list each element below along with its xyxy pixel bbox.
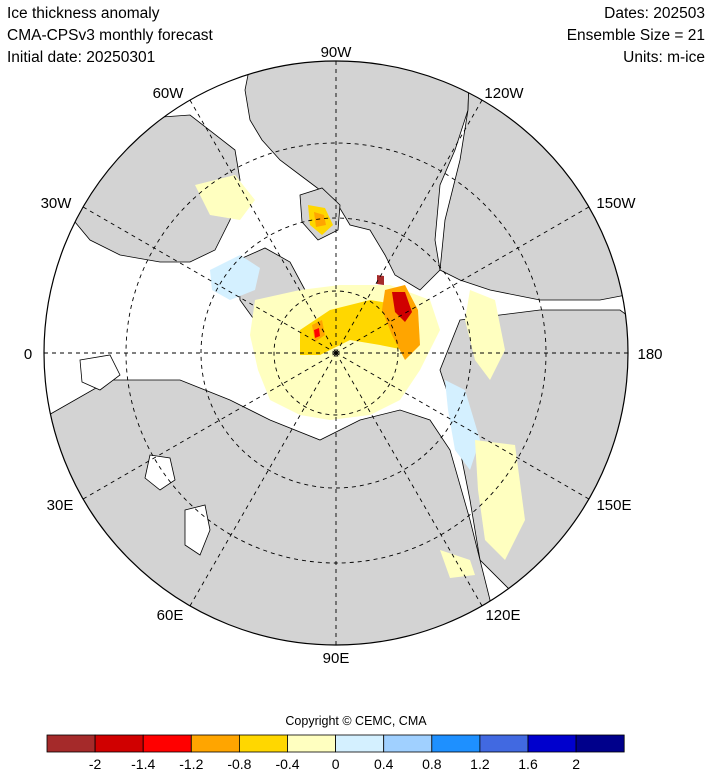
anomaly-light-yellow-okhotsk bbox=[475, 440, 525, 560]
land-north-america bbox=[244, 61, 471, 291]
lon-label-150e: 150E bbox=[596, 497, 631, 514]
map-border bbox=[43, 60, 629, 646]
meridian-lines bbox=[44, 61, 628, 645]
initial-date: Initial date: 20250301 bbox=[7, 49, 156, 66]
copyright-notice: Copyright © CEMC, CMA bbox=[285, 714, 427, 728]
colorbar-label: 0.8 bbox=[422, 756, 442, 772]
colorbar-box bbox=[527, 734, 577, 753]
colorbar-box bbox=[94, 734, 144, 753]
model-name: CMA-CPSv3 monthly forecast bbox=[7, 27, 213, 44]
polar-map: 0 30E 60E 90E 120E 150E 180 150W 120W 90… bbox=[24, 44, 663, 667]
anomaly-blue-right bbox=[445, 380, 480, 470]
land-novaya-zemlya-gap bbox=[184, 504, 211, 556]
colorbar-box bbox=[479, 734, 529, 753]
meridian-line bbox=[335, 99, 483, 354]
colorbar-label: 1.2 bbox=[470, 756, 490, 772]
lon-label-30e: 30E bbox=[47, 497, 74, 514]
ice-anomaly-layer bbox=[195, 175, 525, 578]
lon-label-180: 180 bbox=[637, 346, 662, 363]
meridian-line bbox=[82, 352, 337, 500]
lon-label-120w: 120W bbox=[484, 85, 524, 102]
colorbar-labels: -2 -1.4 -1.2 -0.8 -0.4 0 0.4 0.8 1.2 1.6 2 bbox=[89, 756, 580, 772]
land-svalbard bbox=[144, 454, 176, 491]
anomaly-light-yellow-right bbox=[465, 290, 505, 380]
colorbar-box bbox=[190, 734, 240, 753]
meridian-line bbox=[189, 99, 337, 354]
ensemble-size: Ensemble Size = 21 bbox=[566, 27, 705, 44]
meridian-line bbox=[335, 352, 483, 607]
header-right: Dates: 202503 Ensemble Size = 21 Units: … bbox=[567, 3, 705, 69]
longitude-labels: 0 30E 60E 90E 120E 150E 180 150W 120W 90… bbox=[24, 44, 663, 667]
anomaly-dark-red-spot bbox=[377, 275, 384, 285]
colorbar-box bbox=[46, 734, 96, 753]
land-iceland bbox=[79, 354, 121, 391]
meridian-line bbox=[335, 206, 590, 354]
header-left: Ice thickness anomaly CMA-CPSv3 monthly … bbox=[7, 3, 213, 69]
colorbar-label: 1.6 bbox=[518, 756, 538, 772]
anomaly-orange-beaufort bbox=[382, 285, 420, 360]
land-layer bbox=[44, 61, 628, 645]
colorbar-box bbox=[335, 734, 385, 753]
colorbar-label: -1.4 bbox=[131, 756, 155, 772]
lon-label-90w: 90W bbox=[321, 44, 353, 61]
colorbar-label: -0.4 bbox=[275, 756, 299, 772]
colorbar-box bbox=[238, 734, 288, 753]
colorbar: -2 -1.4 -1.2 -0.8 -0.4 0 0.4 0.8 1.2 1.6 2 bbox=[46, 734, 625, 772]
anomaly-blue-left bbox=[210, 255, 260, 300]
meridian-line bbox=[335, 352, 590, 500]
meridian-line bbox=[82, 206, 337, 354]
lat-circle-80 bbox=[273, 290, 399, 416]
colorbar-label: 0.4 bbox=[374, 756, 394, 772]
colorbar-box bbox=[575, 734, 625, 753]
colorbar-label: 2 bbox=[572, 756, 580, 772]
lon-label-0: 0 bbox=[24, 346, 32, 363]
colorbar-label: -0.8 bbox=[227, 756, 251, 772]
map-title: Ice thickness anomaly bbox=[7, 5, 160, 22]
colorbar-label: -2 bbox=[89, 756, 102, 772]
land-alaska bbox=[439, 61, 628, 301]
lon-label-120e: 120E bbox=[485, 607, 520, 624]
lat-circle-70 bbox=[200, 217, 472, 489]
anomaly-red-canada bbox=[314, 328, 320, 338]
lon-label-60e: 60E bbox=[157, 607, 184, 624]
lon-label-150w: 150W bbox=[596, 195, 636, 212]
lon-label-60w: 60W bbox=[153, 85, 185, 102]
meridian-line bbox=[189, 352, 337, 607]
colorbar-box bbox=[431, 734, 481, 753]
lon-label-30w: 30W bbox=[41, 195, 73, 212]
colorbar-label: 0 bbox=[332, 756, 340, 772]
anomaly-orange-baffin-bay bbox=[314, 212, 326, 227]
colorbar-box bbox=[383, 734, 433, 753]
colorbar-box bbox=[142, 734, 192, 753]
forecast-dates: Dates: 202503 bbox=[604, 5, 705, 22]
colorbar-box bbox=[287, 734, 336, 753]
lon-label-90e: 90E bbox=[323, 650, 350, 667]
anomaly-red-beaufort bbox=[392, 292, 412, 322]
colorbar-boxes bbox=[46, 734, 625, 753]
units-label: Units: m-ice bbox=[623, 49, 705, 66]
colorbar-label: -1.2 bbox=[179, 756, 203, 772]
